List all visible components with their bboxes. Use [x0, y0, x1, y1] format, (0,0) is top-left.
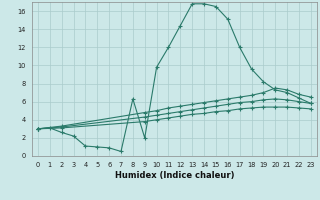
X-axis label: Humidex (Indice chaleur): Humidex (Indice chaleur): [115, 171, 234, 180]
